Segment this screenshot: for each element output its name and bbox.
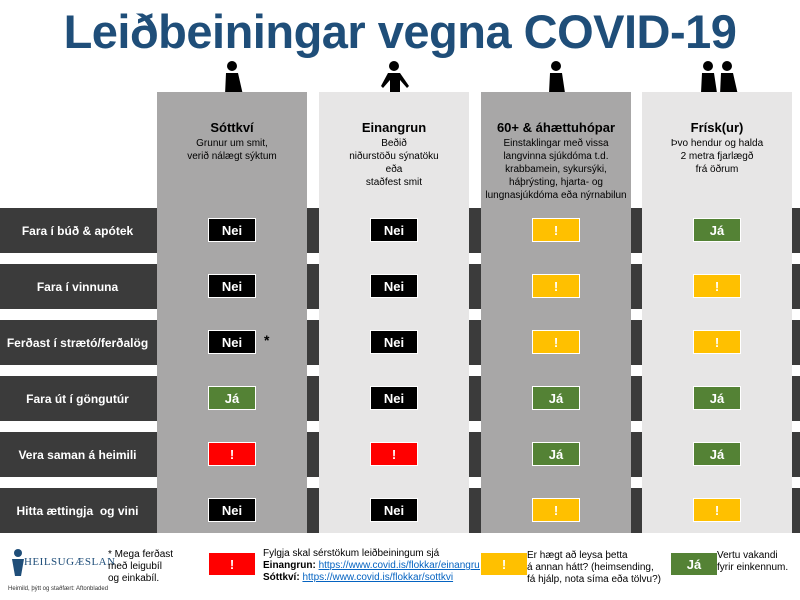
status-badge: Já (532, 386, 580, 410)
status-badge: Nei (370, 386, 418, 410)
status-badge: Já (693, 442, 741, 466)
legend-text: fá hjálp, nota síma eða tölvu?) (527, 574, 661, 585)
column-description: langvinna sjúkdóma t.d. (503, 151, 609, 162)
status-badge: Nei (208, 498, 256, 522)
status-badge: Nei (208, 218, 256, 242)
legend-badge: ! (480, 552, 528, 576)
column-name: Sóttkví (210, 120, 254, 135)
logo: HEILSUGÆSLAN (24, 556, 116, 568)
column-description: niðurstöðu sýnatöku (349, 151, 439, 162)
title: Leiðbeiningar vegna COVID-19 (63, 5, 737, 58)
row-label: Hitta ættingja og vini (16, 503, 139, 518)
source: Heimild, þýtt og staðfært: Aftonbladed (8, 586, 109, 592)
column-description: frá öðrum (695, 164, 739, 175)
status-badge: Já (208, 386, 256, 410)
status-badge: Já (693, 218, 741, 242)
legend-text: fyrir einkennum. (717, 562, 789, 573)
footnote: með leigubíl (108, 561, 162, 572)
footnote: og einkabíl. (108, 573, 160, 584)
column-description: lungnasjúkdóma eða nýrnabilun (485, 190, 627, 201)
status-badge: Nei (370, 218, 418, 242)
status-badge: Já (532, 442, 580, 466)
legend-link-row: Sóttkví: https://www.covid.is/flokkar/so… (263, 572, 453, 583)
link[interactable]: https://www.covid.is/flokkar/einangrun (318, 560, 486, 571)
status-badge: ! (532, 218, 580, 242)
column-name: 60+ & áhættuhópar (496, 120, 616, 135)
column-description: Beðið (381, 138, 407, 149)
column-description: staðfest smit (365, 177, 423, 188)
status-badge: Já (693, 386, 741, 410)
column-description: eða (385, 164, 403, 175)
note-mark: * (264, 332, 270, 348)
status-badge: ! (370, 442, 418, 466)
status-badge: Nei (370, 330, 418, 354)
legend-text: Vertu vakandi (717, 550, 778, 561)
status-badge: ! (532, 498, 580, 522)
status-badge: ! (532, 330, 580, 354)
legend-text: á annan hátt? (heimsending, (527, 562, 654, 573)
row-label: Fara út í göngutúr (26, 391, 129, 406)
link-label: Einangrun: (263, 560, 316, 571)
column-description: háþrýsting, hjarta- og (509, 177, 603, 188)
legend-badge: Já (670, 552, 718, 576)
status-badge: ! (693, 498, 741, 522)
column-description: 2 metra fjarlægð (680, 151, 754, 162)
status-badge: ! (693, 274, 741, 298)
status-badge: Nei (208, 274, 256, 298)
column-name: Einangrun (361, 120, 427, 135)
column-description: krabbamein, sykursýki, (505, 164, 607, 175)
status-badge: Nei (370, 498, 418, 522)
row-label: Vera saman á heimili (18, 447, 137, 462)
column-description: verið nálægt sýktum (187, 151, 277, 162)
status-badge: ! (532, 274, 580, 298)
status-badge: Nei (370, 274, 418, 298)
link-label: Sóttkví: (263, 572, 300, 583)
logo-icon (12, 549, 24, 576)
link[interactable]: https://www.covid.is/flokkar/sottkvi (302, 572, 454, 583)
column-description: Þvo hendur og halda (670, 138, 764, 149)
row-label: Fara í vinnuna (36, 279, 119, 294)
column-name: Frísk(ur) (690, 120, 744, 135)
column-description: Einstaklingar með vissa (503, 138, 609, 149)
footnote: * Mega ferðast (108, 549, 174, 560)
status-badge: Nei (208, 330, 256, 354)
legend-text: Fylgja skal sérstökum leiðbeiningum sjá (263, 548, 440, 559)
legend-link-row: Einangrun: https://www.covid.is/flokkar/… (263, 560, 485, 571)
status-badge: ! (208, 442, 256, 466)
column-description: Grunur um smit, (196, 138, 268, 149)
status-badge: ! (693, 330, 741, 354)
legend-badge: ! (208, 552, 256, 576)
legend-text: Er hægt að leysa þetta (527, 550, 628, 561)
row-label: Fara í búð & apótek (21, 223, 134, 238)
row-label: Ferðast í strætó/ferðalög (6, 335, 149, 350)
